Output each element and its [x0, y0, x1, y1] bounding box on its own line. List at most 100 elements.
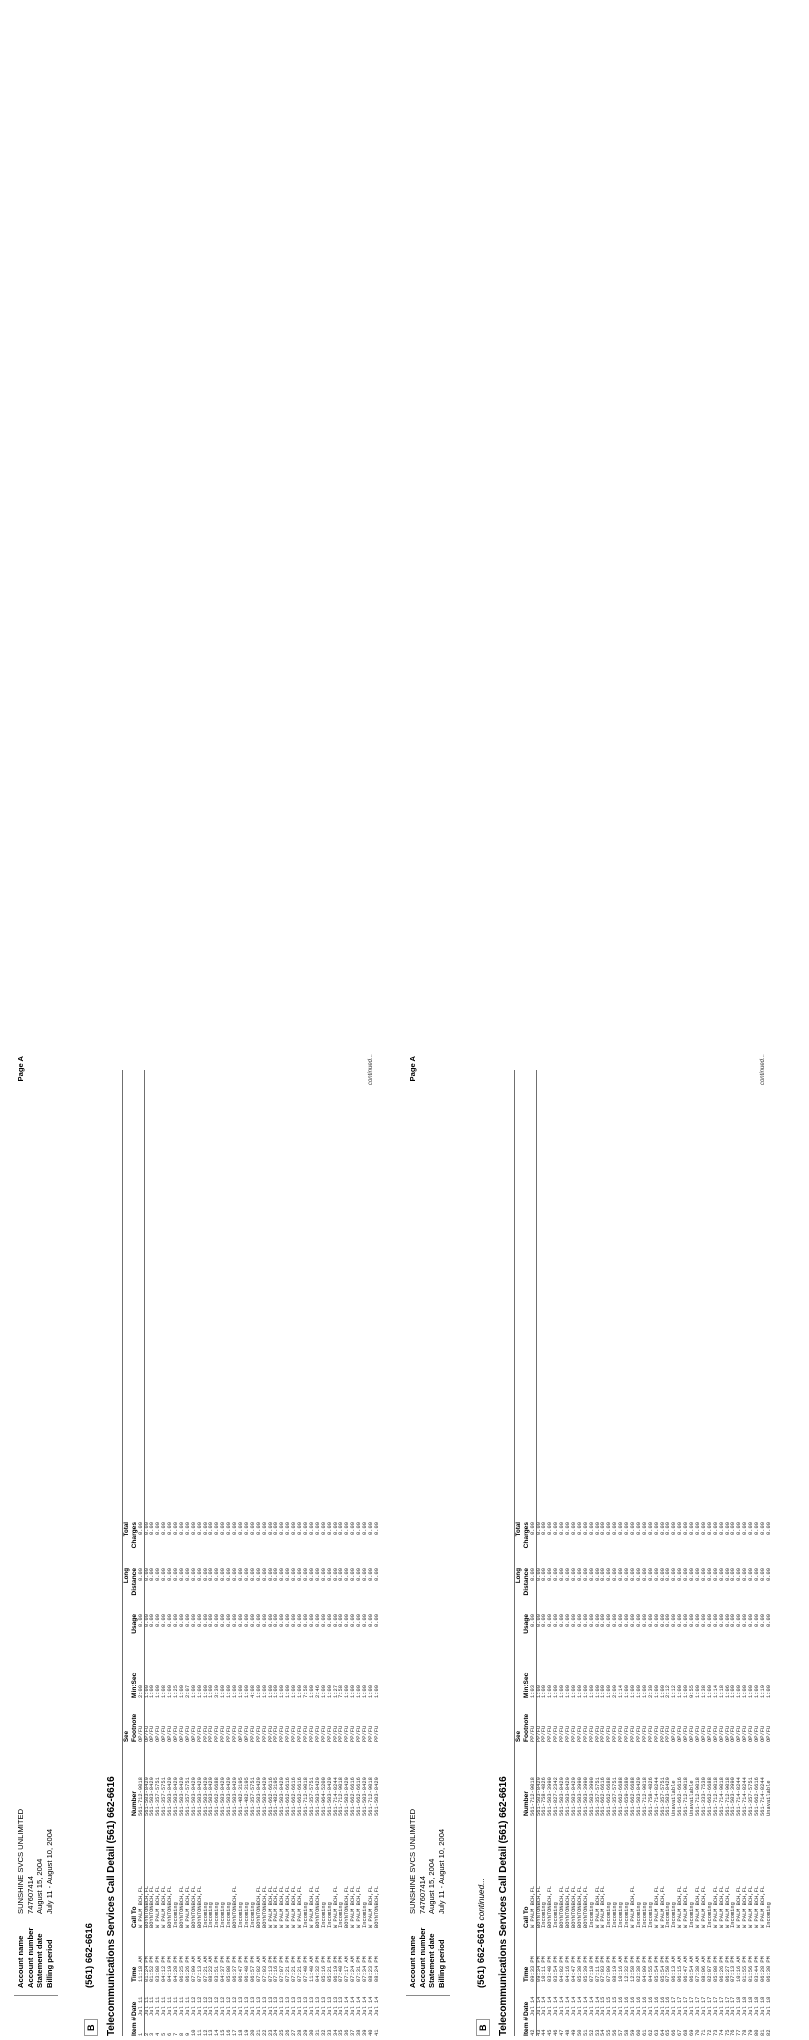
continued-footer: continued... [368, 1054, 374, 1086]
cell-minsec: 1:00 [373, 1685, 380, 1698]
account-name-value: SUNSHINE SVCS UNLIMITED [408, 1808, 417, 1914]
col-header-longdistance: Long Distance [123, 1568, 139, 1614]
col-header-callto: Call To [522, 1906, 530, 1929]
cell-usage: 0.00 [373, 1614, 380, 1627]
cell-time: 08:24 PM [373, 1956, 380, 1982]
col-header-number: Number [130, 1791, 138, 1816]
col-header-item: Item # [522, 2016, 530, 2036]
account-summary-block: Account name SUNSHINE SVCS UNLIMITED Acc… [408, 1809, 446, 1988]
call-detail-table-wrapper: Item # Date Time Call To Number See Foot… [515, 1522, 773, 2036]
section-phone-number: (561) 662-6616 [84, 1923, 95, 1988]
billing-period-row: Billing period July 11 - August 10, 2004 [437, 1809, 447, 1988]
call-detail-table: Item # Date Time Call To Number See Foot… [515, 1522, 773, 2036]
cell-date: Jul 18 [765, 1996, 772, 2016]
account-number-value: 747607414 [417, 1875, 427, 1914]
cell-callto: BOYNTONBCH,FL [373, 1885, 380, 1928]
page-title: Telecommunications Services Call Detail … [498, 1776, 509, 2036]
account-number-label: Account number [417, 1927, 427, 1988]
col-header-callto: Call To [130, 1906, 138, 1929]
col-header-totalcharges: Total Charges [515, 1522, 531, 1568]
cell-date: Jul 14 [373, 1996, 380, 2016]
section-phone-heading: (561) 662-6616 [84, 1923, 95, 1988]
account-summary-block: Account name SUNSHINE SVCS UNLIMITED Acc… [16, 1809, 54, 1988]
col-header-usage: Usage [130, 1614, 138, 1634]
account-number-row: Account number 747607414 [26, 1809, 36, 1988]
document-canvas: Account name SUNSHINE SVCS UNLIMITED Acc… [14, 1054, 772, 2036]
col-header-charges: Charges [522, 1522, 530, 1549]
col-header-see: See [123, 1730, 130, 1742]
header-divider [14, 1995, 58, 1996]
col-header-time: Time [522, 1966, 530, 1982]
col-header-date: Date [522, 2001, 530, 2016]
account-number-value: 747607414 [25, 1875, 35, 1914]
table-head: Item # Date Time Call To Number See Foot… [123, 1522, 139, 2036]
table-body-page2: 42 Jul 14 09:33 PM W PALM BCH,FL 561-712-901… [530, 1522, 773, 2036]
cell-totalcharges: 0.00 [765, 1522, 772, 1535]
account-name-value: SUNSHINE SVCS UNLIMITED [16, 1808, 25, 1914]
billing-period-label: Billing period [436, 1939, 446, 1988]
col-header-usage: Usage [522, 1614, 530, 1634]
bill-page-2: Account name SUNSHINE SVCS UNLIMITED Acc… [398, 1040, 784, 2040]
cell-footnote: PP/FU [373, 1725, 380, 1742]
statement-date-value: August 15, 2004 [427, 1858, 437, 1914]
billing-period-label: Billing period [44, 1939, 54, 1988]
page-title: Telecommunications Services Call Detail … [106, 1776, 117, 2036]
section-phone-heading: (561) 662-6616 continued... [476, 1878, 487, 1988]
col-header-minsec: Min:Sec [522, 1672, 530, 1698]
section-phone-number: (561) 662-6616 [476, 1923, 487, 1988]
cell-usage: 0.00 [765, 1614, 772, 1627]
section-phone-continued: continued... [477, 1878, 486, 1921]
cell-number: 561-503-8429 [373, 1777, 380, 1816]
billing-period-value: July 11 - August 10, 2004 [436, 1828, 446, 1914]
col-header-footnote-text: Footnote [130, 1713, 138, 1742]
cell-item: 82 [765, 2029, 772, 2036]
table-head: Item # Date Time Call To Number See Foot… [515, 1522, 531, 2036]
col-header-longdistance: Long Distance [515, 1568, 531, 1614]
statement-date-row: Statement date August 15, 2004 [35, 1809, 45, 1988]
col-header-item: Item # [130, 2016, 138, 2036]
account-name-label: Account name [408, 1935, 417, 1988]
table-top-rule [122, 1070, 123, 2036]
table-row: 82 Jul 18 06:30 PM Incoming Unavailable OP/FU… [765, 1522, 773, 2036]
billing-period-row: Billing period July 11 - August 10, 2004 [45, 1809, 55, 1988]
call-detail-table: Item # Date Time Call To Number See Foot… [123, 1522, 381, 2036]
account-number-row: Account number 747607414 [418, 1809, 428, 1988]
col-header-total: Total [515, 1522, 522, 1537]
statement-date-label: Statement date [35, 1933, 45, 1988]
table-top-rule [514, 1070, 515, 2036]
col-header-long: Long [123, 1568, 130, 1584]
bill-page-1: Account name SUNSHINE SVCS UNLIMITED Acc… [6, 1040, 392, 2040]
col-header-number: Number [522, 1791, 530, 1816]
col-header-date: Date [130, 2001, 138, 2016]
table-body-page1: 1 Jul 11 11:18 AM W PALM BCH,FL 561-712-9018… [138, 1522, 381, 2036]
cell-footnote: OP/FU [765, 1725, 772, 1742]
page-number-label: Page A [408, 1056, 417, 1082]
col-header-minsec: Min:Sec [130, 1672, 138, 1698]
col-header-distance: Distance [130, 1568, 138, 1596]
col-header-totalcharges: Total Charges [123, 1522, 139, 1568]
col-header-long: Long [515, 1568, 522, 1584]
section-letter-badge: B [476, 2019, 490, 2036]
col-header-distance: Distance [522, 1568, 530, 1596]
col-header-see: See [515, 1730, 522, 1742]
col-header-total: Total [123, 1522, 130, 1537]
col-header-footnote: See Footnote [123, 1698, 139, 1742]
billing-period-value: July 11 - August 10, 2004 [44, 1828, 54, 1914]
account-number-label: Account number [25, 1927, 35, 1988]
cell-number: Unavailable [765, 1780, 772, 1816]
cell-minsec: 1:00 [765, 1685, 772, 1698]
statement-date-value: August 15, 2004 [35, 1858, 45, 1914]
cell-longdistance: 0.00 [373, 1568, 380, 1581]
cell-callto: Incoming [765, 1902, 772, 1928]
cell-totalcharges: 0.00 [373, 1522, 380, 1535]
col-header-footnote: See Footnote [515, 1698, 531, 1742]
table-header-row: Item # Date Time Call To Number See Foot… [123, 1522, 139, 2036]
page-number-label: Page A [16, 1056, 25, 1082]
table-row: 41 Jul 14 08:24 PM BOYNTONBCH,FL 561-503-842… [373, 1522, 381, 2036]
account-name-label: Account name [16, 1935, 25, 1988]
statement-date-label: Statement date [427, 1933, 437, 1988]
account-name-row: Account name SUNSHINE SVCS UNLIMITED [16, 1809, 26, 1988]
continued-footer: continued... [760, 1054, 766, 1086]
cell-time: 06:30 PM [765, 1956, 772, 1982]
account-name-row: Account name SUNSHINE SVCS UNLIMITED [408, 1809, 418, 1988]
